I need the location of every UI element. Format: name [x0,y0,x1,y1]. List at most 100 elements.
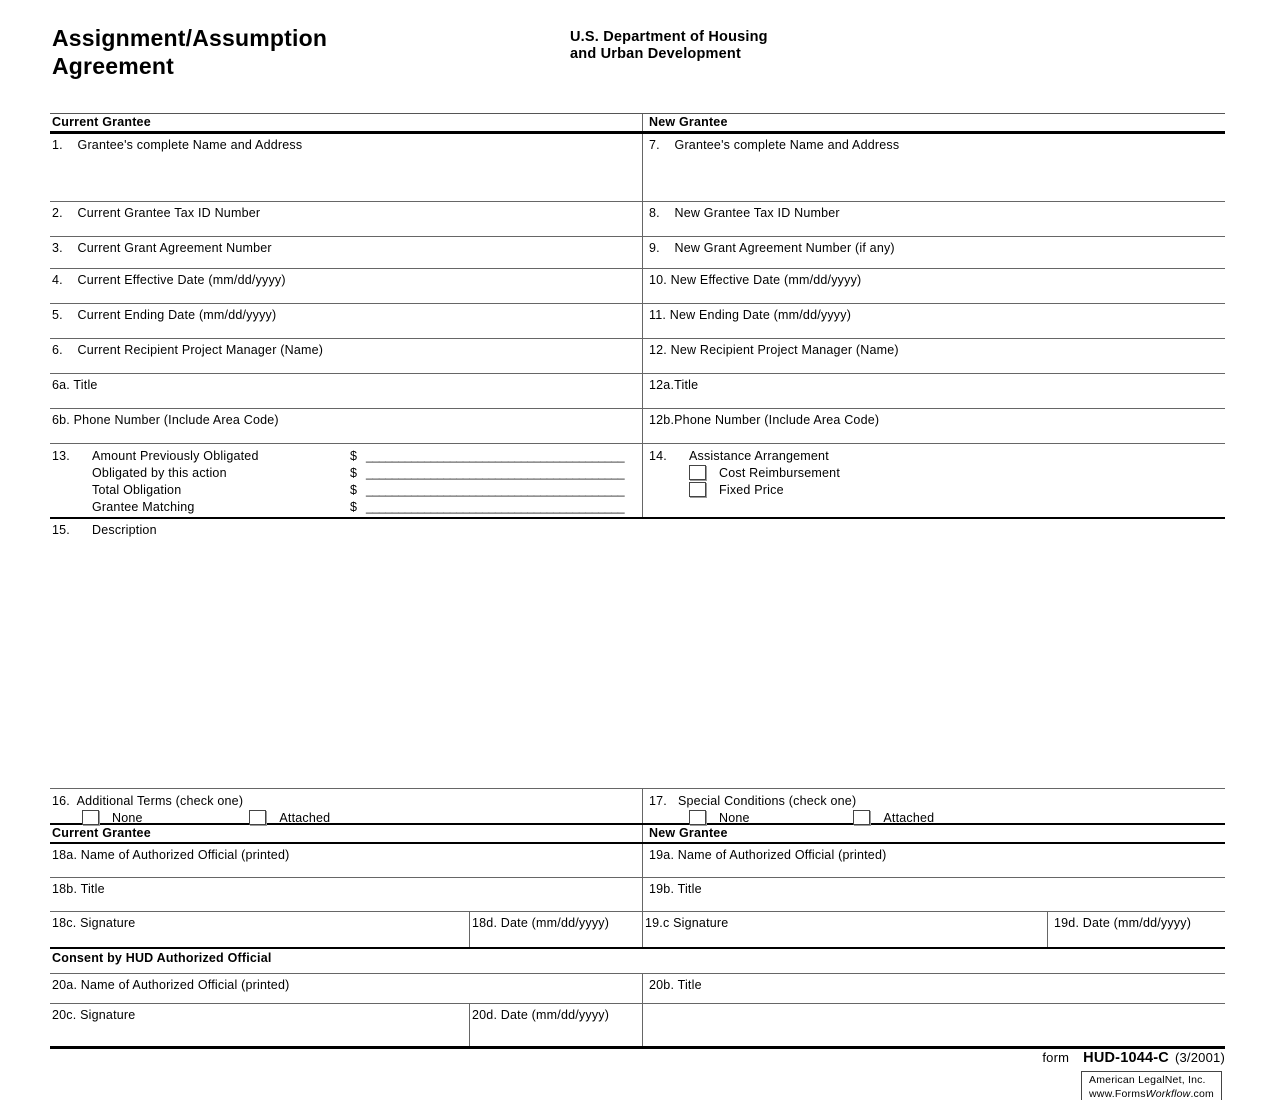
section-header-label: Consent by HUD Authorized Official [52,951,272,965]
field-6b-phone-number[interactable]: 6b. Phone Number (Include Area Code) [50,409,643,443]
field-1-grantee-name-address[interactable]: 1. Grantee's complete Name and Address [50,134,643,201]
form-row: 13. Amount Previously Obligated $ _________… [50,444,1225,519]
form-row: 18a. Name of Authorized Official (printe… [50,844,1225,878]
checkbox-additional-terms-none[interactable] [82,810,99,826]
section-header-new-grantee: New Grantee [643,114,1225,131]
field-20c-signature[interactable]: 20c. Signature [50,1004,470,1046]
field-12b-phone-number[interactable]: 12b.Phone Number (Include Area Code) [643,409,1225,443]
checkbox-fixed-price[interactable] [689,482,706,498]
field-6-label: 6. Current Recipient Project Manager (Na… [52,343,324,357]
section-header-current-grantee: Current Grantee [50,114,643,131]
field-19b-title[interactable]: 19b. Title [643,878,1225,911]
field-4-current-effective-date[interactable]: 4. Current Effective Date (mm/dd/yyyy) [50,269,643,303]
field-6a-label: 6a. Title [52,378,98,392]
field-10-new-effective-date[interactable]: 10. New Effective Date (mm/dd/yyyy) [643,269,1225,303]
field-6a-title[interactable]: 6a. Title [50,374,643,408]
column-header-row: Current Grantee New Grantee [50,114,1225,134]
field-9-new-grant-number[interactable]: 9. New Grant Agreement Number (if any) [643,237,1225,268]
field-14-assistance-arrangement: 14. Assistance Arrangement Cost Reimburse… [643,444,1225,517]
field-8-new-tax-id[interactable]: 8. New Grantee Tax ID Number [643,202,1225,236]
amount-grantee-matching: Grantee Matching $ _______________________… [52,499,638,516]
field-19c-signature[interactable]: 19.c Signature [643,912,1048,947]
field-11-label: 11. New Ending Date (mm/dd/yyyy) [649,308,852,322]
checkbox-attached-label: Attached [883,811,935,825]
form-row: 6. Current Recipient Project Manager (Na… [50,339,1225,374]
field-15-number: 15. [52,523,70,537]
field-18c-signature[interactable]: 18c. Signature [50,912,470,947]
field-18a-label: 18a. Name of Authorized Official (printe… [52,848,290,862]
field-18d-date[interactable]: 18d. Date (mm/dd/yyyy) [470,912,643,947]
section-header-current-grantee-2: Current Grantee [50,825,643,842]
form-row: 16. Additional Terms (check one) None At… [50,789,1225,826]
field-19a-authorized-official-name[interactable]: 19a. Name of Authorized Official (printe… [643,844,1225,877]
field-18b-title[interactable]: 18b. Title [50,878,643,911]
field-13-number: 13. [52,449,70,463]
checkbox-special-conditions-attached[interactable] [853,810,871,826]
form-row: 15. Description [50,519,1225,789]
field-12b-label: 12b.Phone Number (Include Area Code) [649,413,880,427]
form-word: form [1042,1050,1070,1065]
field-18b-label: 18b. Title [52,882,105,896]
field-17-label: 17. Special Conditions (check one) [649,794,857,808]
field-7-label: 7. Grantee's complete Name and Address [649,138,900,152]
field-19b-label: 19b. Title [649,882,702,896]
form-title-line2: Agreement [52,53,174,80]
form-number-line: form HUD-1044-C (3/2001) [1042,1050,1225,1066]
field-12a-title[interactable]: 12a.Title [643,374,1225,408]
dollar-sign: $ [350,449,358,463]
field-15-description[interactable]: 15. Description [50,519,1225,788]
field-19a-label: 19a. Name of Authorized Official (printe… [649,848,887,862]
field-2-current-tax-id[interactable]: 2. Current Grantee Tax ID Number [50,202,643,236]
department-line1: U.S. Department of Housing [570,29,768,45]
amount-label: Amount Previously Obligated [92,449,259,463]
legalnet-company: American LegalNet, Inc. [1089,1074,1206,1086]
amount-fill-line[interactable]: ________________________________________ [366,449,625,463]
dollar-sign: $ [350,466,358,480]
field-20b-title[interactable]: 20b. Title [643,974,1225,1003]
amount-fill-line[interactable]: ________________________________________ [366,500,625,514]
dollar-sign: $ [350,500,358,514]
checkbox-cost-reimbursement-label: Cost Reimbursement [719,466,841,480]
legalnet-stamp: American LegalNet, Inc. www.FormsWorkflo… [1081,1071,1222,1100]
checkbox-cost-reimbursement[interactable] [689,465,706,481]
field-11-new-ending-date[interactable]: 11. New Ending Date (mm/dd/yyyy) [643,304,1225,338]
field-12-new-project-manager[interactable]: 12. New Recipient Project Manager (Name) [643,339,1225,373]
field-20a-authorized-official-name[interactable]: 20a. Name of Authorized Official (printe… [50,974,643,1003]
amount-fill-line[interactable]: ________________________________________ [366,466,625,480]
checkbox-additional-terms-attached[interactable] [249,810,267,826]
field-7-grantee-name-address[interactable]: 7. Grantee's complete Name and Address [643,134,1225,201]
field-2-label: 2. Current Grantee Tax ID Number [52,206,261,220]
field-5-current-ending-date[interactable]: 5. Current Ending Date (mm/dd/yyyy) [50,304,643,338]
field-1-label: 1. Grantee's complete Name and Address [52,138,303,152]
form-row: 18c. Signature 18d. Date (mm/dd/yyyy) 19… [50,912,1225,949]
form-row: 6a. Title 12a.Title [50,374,1225,409]
field-4-label: 4. Current Effective Date (mm/dd/yyyy) [52,273,286,287]
signature-header-row: Current Grantee New Grantee [50,825,1225,844]
field-16-additional-terms: 16. Additional Terms (check one) None At… [50,789,643,826]
field-15-label: Description [92,523,157,537]
form-row: 3. Current Grant Agreement Number 9. New… [50,237,1225,269]
form-title: Assignment/Assumption Agreement [52,24,327,81]
field-18c-label: 18c. Signature [52,916,136,930]
amount-fill-line[interactable]: ________________________________________ [366,483,625,497]
field-13-amounts: 13. Amount Previously Obligated $ _________… [50,444,643,517]
field-18a-authorized-official-name[interactable]: 18a. Name of Authorized Official (printe… [50,844,643,877]
section-header-label: Current Grantee [52,826,151,840]
field-20d-date[interactable]: 20d. Date (mm/dd/yyyy) [470,1004,643,1046]
form-table: Current Grantee New Grantee 1. Grantee's… [50,113,1225,1049]
field-3-label: 3. Current Grant Agreement Number [52,241,272,255]
checkbox-attached-label: Attached [279,811,331,825]
field-12a-label: 12a.Title [649,378,699,392]
field-9-label: 9. New Grant Agreement Number (if any) [649,241,895,255]
section-header-label: New Grantee [649,115,728,129]
amount-label: Grantee Matching [92,500,195,514]
field-20b-label: 20b. Title [649,978,702,992]
field-3-current-grant-number[interactable]: 3. Current Grant Agreement Number [50,237,643,268]
checkbox-special-conditions-none[interactable] [689,810,706,826]
amount-previously-obligated: 13. Amount Previously Obligated $ _________… [52,448,638,465]
form-row: 2. Current Grantee Tax ID Number 8. New … [50,202,1225,237]
checkbox-none-label: None [719,811,750,825]
field-19d-date[interactable]: 19d. Date (mm/dd/yyyy) [1048,912,1225,947]
form-row: 20a. Name of Authorized Official (printe… [50,974,1225,1004]
field-6-current-project-manager[interactable]: 6. Current Recipient Project Manager (Na… [50,339,643,373]
